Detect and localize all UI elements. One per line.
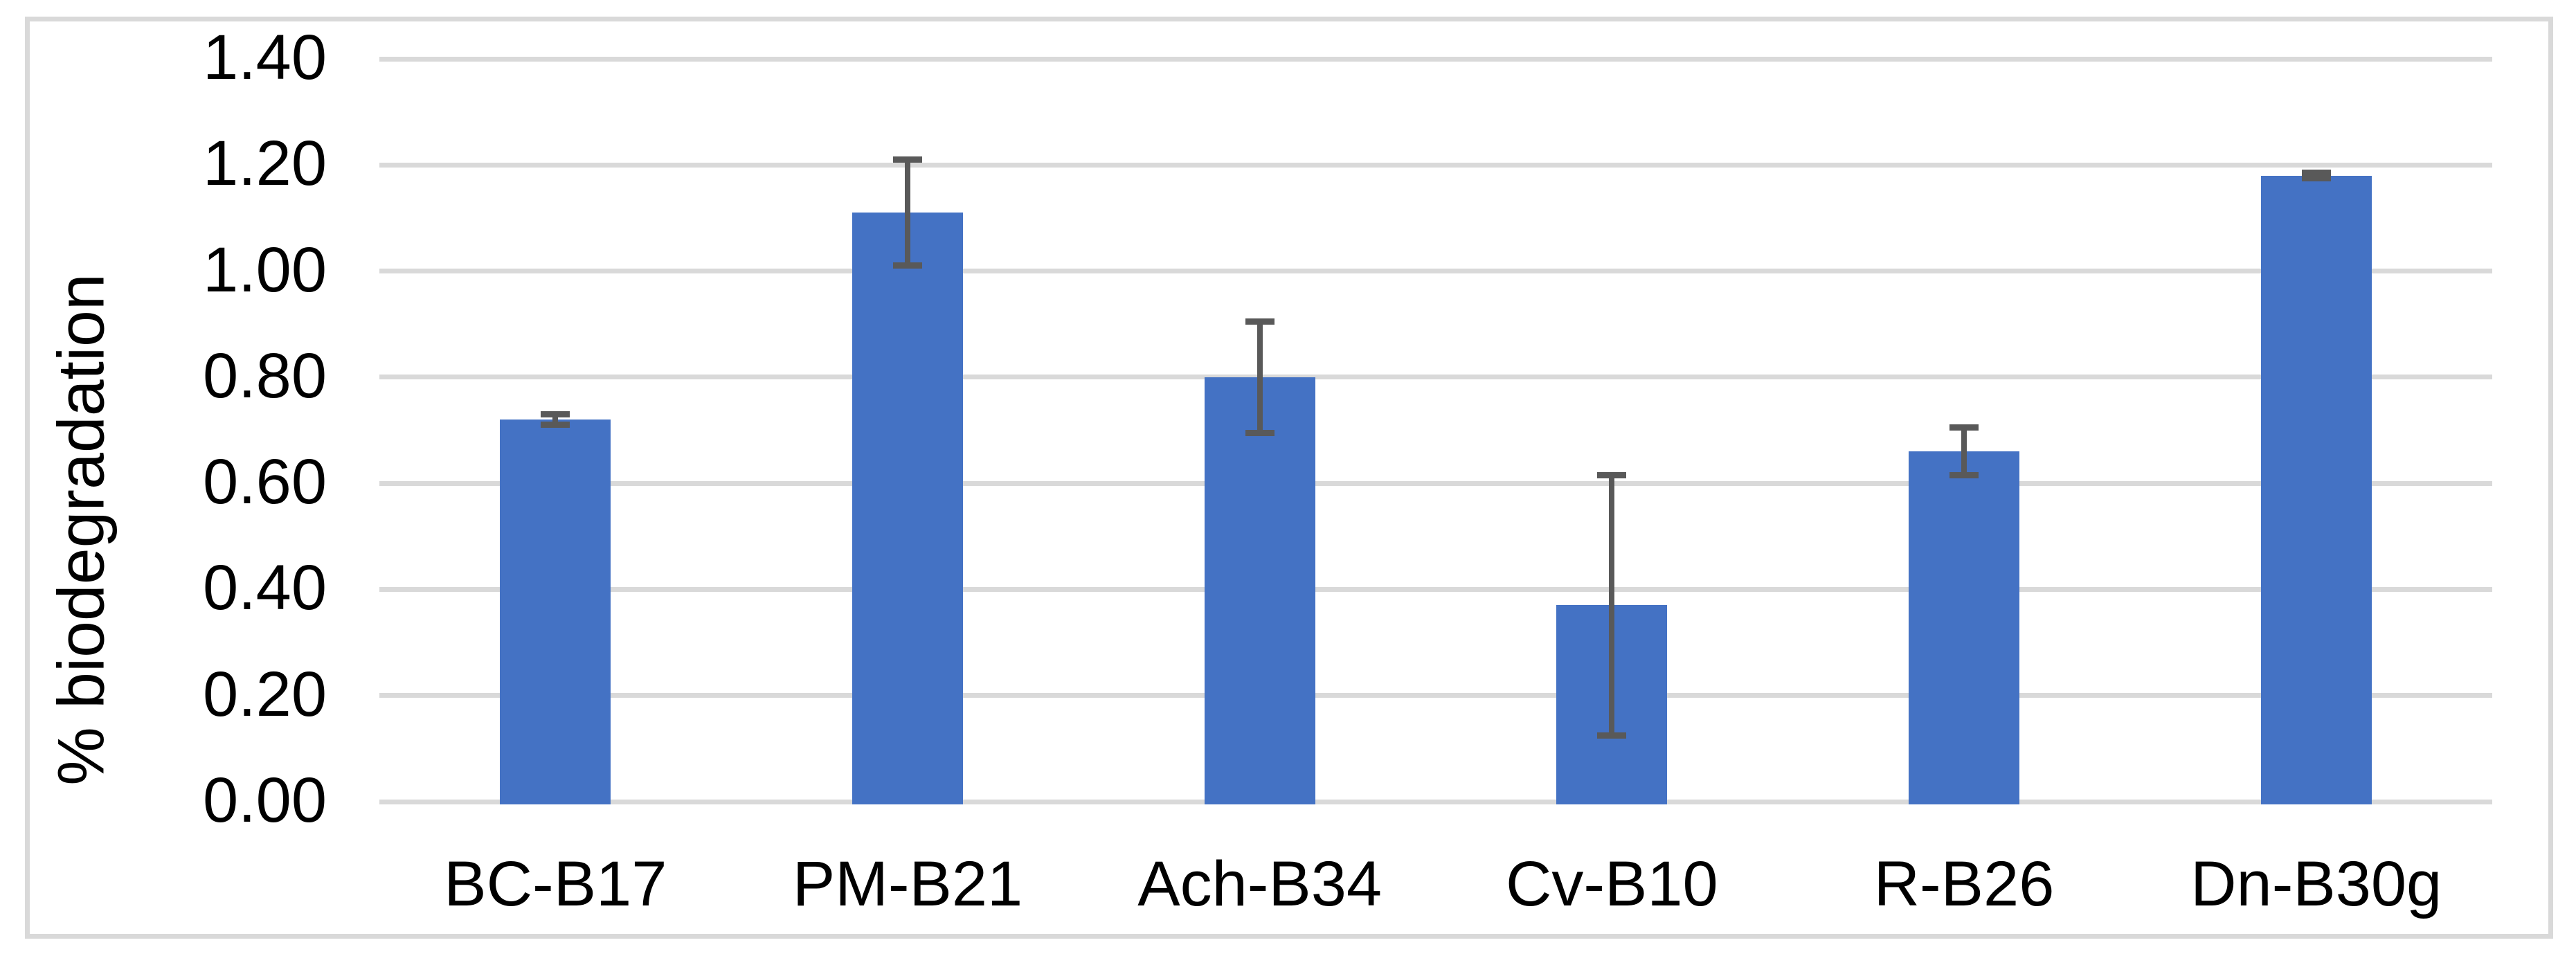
y-tick-label: 0.40: [202, 552, 327, 624]
gridline: [379, 693, 2492, 698]
gridline: [379, 269, 2492, 274]
bar: [2260, 175, 2372, 804]
error-bar-cap-top: [541, 411, 570, 417]
x-category-label: Cv-B10: [1505, 849, 1718, 919]
y-tick-label: 0.20: [202, 658, 327, 730]
y-axis-title: % biodegradation: [44, 273, 118, 786]
error-bar-cap-bottom: [541, 422, 570, 429]
error-bar-cap-bottom: [2301, 174, 2331, 181]
y-tick-label: 0.00: [202, 765, 327, 836]
error-bar-cap-bottom: [1597, 732, 1627, 739]
error-bar-line: [905, 159, 910, 266]
x-category-label: R-B26: [1873, 849, 2055, 919]
plot-area: [379, 56, 2492, 804]
x-category-label: Ach-B34: [1137, 849, 1382, 919]
gridline: [379, 799, 2492, 804]
error-bar-line: [1961, 427, 1967, 476]
error-bar-line: [552, 414, 559, 425]
y-tick-label: 1.20: [202, 128, 327, 199]
y-tick-label: 0.80: [202, 341, 327, 412]
y-tick-label: 0.60: [202, 447, 327, 518]
error-bar-cap-top: [2301, 170, 2331, 177]
error-bar-cap-top: [1597, 472, 1627, 479]
error-bar-cap-top: [1949, 424, 1979, 431]
bar: [500, 420, 611, 804]
error-bar-cap-top: [893, 156, 922, 163]
gridline: [379, 162, 2492, 168]
error-bar-line: [1609, 475, 1615, 736]
x-category-label: PM-B21: [792, 849, 1023, 919]
x-category-label: Dn-B30g: [2190, 849, 2442, 919]
bar: [1204, 377, 1315, 804]
bar: [1909, 451, 2019, 804]
gridline: [379, 56, 2492, 62]
gridline: [379, 480, 2492, 486]
y-tick-label: 1.00: [202, 234, 327, 305]
gridline: [379, 586, 2492, 592]
gridline: [379, 375, 2492, 380]
error-bar-line: [1257, 321, 1263, 433]
error-bar-cap-top: [1245, 318, 1275, 325]
error-bar-cap-bottom: [893, 262, 922, 269]
error-bar-cap-bottom: [1949, 472, 1979, 479]
bar: [852, 213, 963, 804]
x-category-label: BC-B17: [444, 849, 667, 919]
y-tick-label: 1.40: [202, 22, 327, 93]
error-bar-cap-bottom: [1245, 429, 1275, 436]
